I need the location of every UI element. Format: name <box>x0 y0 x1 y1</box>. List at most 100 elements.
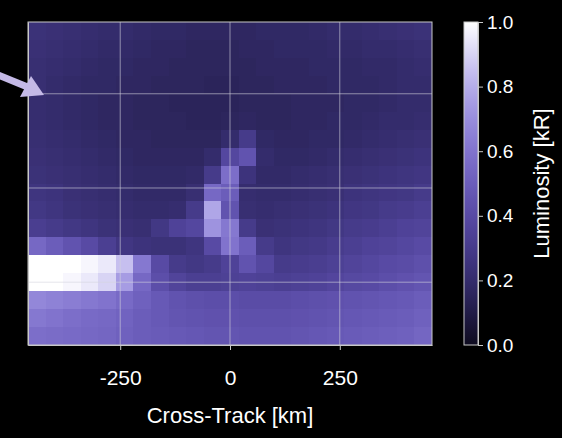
heatmap-cell <box>81 148 99 167</box>
heatmap-cell <box>46 40 64 59</box>
heatmap-cell <box>397 22 415 41</box>
heatmap-cell <box>98 94 116 113</box>
heatmap-cell <box>291 309 309 328</box>
heatmap-cell <box>362 184 380 203</box>
heatmap-cell <box>46 309 64 328</box>
heatmap-cell <box>133 58 151 77</box>
heatmap-cell <box>28 201 46 220</box>
heatmap-cell <box>327 291 345 310</box>
heatmap <box>28 22 432 345</box>
heatmap-cell <box>186 255 204 274</box>
colorbar-tick-label: 0.8 <box>487 76 513 97</box>
heatmap-cell <box>379 112 397 131</box>
heatmap-cell <box>81 309 99 328</box>
heatmap-cell <box>133 166 151 185</box>
heatmap-cell <box>151 130 169 149</box>
heatmap-cell <box>274 130 292 149</box>
heatmap-cell <box>169 291 187 310</box>
heatmap-cell <box>204 309 222 328</box>
heatmap-cell <box>63 22 81 41</box>
colorbar <box>464 22 478 345</box>
heatmap-cell <box>151 309 169 328</box>
heatmap-cell <box>256 76 274 95</box>
heatmap-cell <box>291 237 309 256</box>
heatmap-cell <box>362 94 380 113</box>
heatmap-cell <box>116 327 134 345</box>
heatmap-cell <box>186 112 204 131</box>
heatmap-cell <box>309 201 327 220</box>
heatmap-cell <box>81 94 99 113</box>
heatmap-cell <box>344 130 362 149</box>
heatmap-cell <box>309 76 327 95</box>
heatmap-cell <box>169 94 187 113</box>
grid <box>28 22 432 345</box>
heatmap-cell <box>204 94 222 113</box>
colorbar-tick-label: 0.6 <box>487 141 513 162</box>
heatmap-cell <box>379 22 397 41</box>
heatmap-cell <box>28 237 46 256</box>
heatmap-cell <box>28 58 46 77</box>
heatmap-cell <box>397 184 415 203</box>
heatmap-cell <box>186 291 204 310</box>
heatmap-cell <box>46 327 64 345</box>
heatmap-cell <box>63 309 81 328</box>
heatmap-cell <box>344 112 362 131</box>
heatmap-cell <box>239 184 257 203</box>
heatmap-cell <box>46 219 64 238</box>
heatmap-cell <box>414 237 432 256</box>
colorbar-tick-mark <box>478 151 483 152</box>
heatmap-cell <box>46 112 64 131</box>
heatmap-cell <box>291 219 309 238</box>
heatmap-cell <box>63 255 81 274</box>
heatmap-cell <box>239 166 257 185</box>
heatmap-cell <box>379 309 397 328</box>
heatmap-cell <box>362 291 380 310</box>
heatmap-cell <box>344 58 362 77</box>
heatmap-cell <box>151 291 169 310</box>
heatmap-cell <box>327 309 345 328</box>
heatmap-cell <box>204 327 222 345</box>
heatmap-cell <box>116 22 134 41</box>
heatmap-cell <box>344 255 362 274</box>
heatmap-cell <box>379 237 397 256</box>
heatmap-cell <box>46 184 64 203</box>
heatmap-cell <box>116 130 134 149</box>
arrow-shaft <box>0 75 30 88</box>
heatmap-cell <box>291 291 309 310</box>
heatmap-cell <box>309 166 327 185</box>
heatmap-cell <box>291 58 309 77</box>
heatmap-cell <box>397 219 415 238</box>
y-grid-line <box>28 93 432 94</box>
colorbar-tick: 0.6 <box>478 141 513 162</box>
heatmap-cell <box>327 184 345 203</box>
heatmap-cell <box>327 76 345 95</box>
heatmap-cell <box>344 40 362 59</box>
heatmap-cell <box>256 94 274 113</box>
heatmap-cell <box>327 201 345 220</box>
heatmap-cell <box>98 130 116 149</box>
heatmap-cell <box>344 94 362 113</box>
y-axis <box>28 23 30 346</box>
heatmap-cell <box>379 40 397 59</box>
colorbar-tick-mark <box>478 22 483 23</box>
heatmap-cell <box>379 291 397 310</box>
heatmap-cell <box>186 40 204 59</box>
heatmap-cell <box>344 219 362 238</box>
heatmap-cell <box>116 40 134 59</box>
heatmap-cell <box>239 219 257 238</box>
heatmap-cell <box>414 219 432 238</box>
heatmap-cell <box>28 130 46 149</box>
heatmap-cell <box>414 130 432 149</box>
heatmap-cell <box>362 58 380 77</box>
heatmap-cell <box>186 237 204 256</box>
heatmap-cell <box>169 40 187 59</box>
x-axis: -2500250 <box>29 345 433 389</box>
heatmap-cell <box>327 219 345 238</box>
x-tick: -250 <box>100 345 142 389</box>
heatmap-cell <box>344 166 362 185</box>
heatmap-cell <box>133 309 151 328</box>
heatmap-cell <box>81 327 99 345</box>
heatmap-cell <box>239 327 257 345</box>
heatmap-cell <box>133 237 151 256</box>
heatmap-cell <box>63 130 81 149</box>
